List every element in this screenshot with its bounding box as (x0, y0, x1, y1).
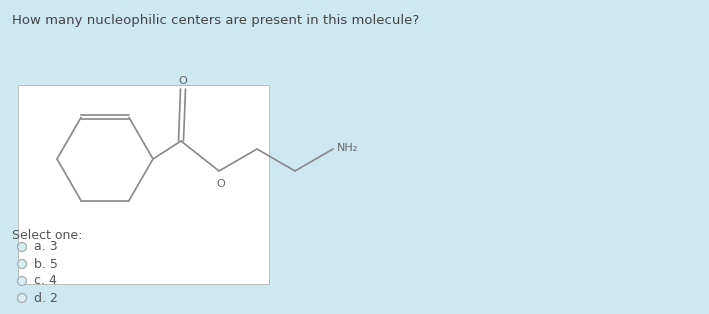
Text: NH₂: NH₂ (337, 143, 358, 153)
Bar (18, 85, 269, 284)
Circle shape (18, 242, 26, 252)
Text: c. 4: c. 4 (34, 274, 57, 288)
Text: O: O (179, 76, 187, 86)
Text: Select one:: Select one: (12, 229, 82, 242)
Text: d. 2: d. 2 (34, 291, 58, 305)
Text: O: O (217, 179, 225, 189)
Text: a. 3: a. 3 (34, 241, 57, 253)
Circle shape (18, 277, 26, 285)
Circle shape (18, 294, 26, 302)
Circle shape (18, 259, 26, 268)
Text: How many nucleophilic centers are present in this molecule?: How many nucleophilic centers are presen… (12, 14, 419, 27)
Text: b. 5: b. 5 (34, 257, 58, 270)
